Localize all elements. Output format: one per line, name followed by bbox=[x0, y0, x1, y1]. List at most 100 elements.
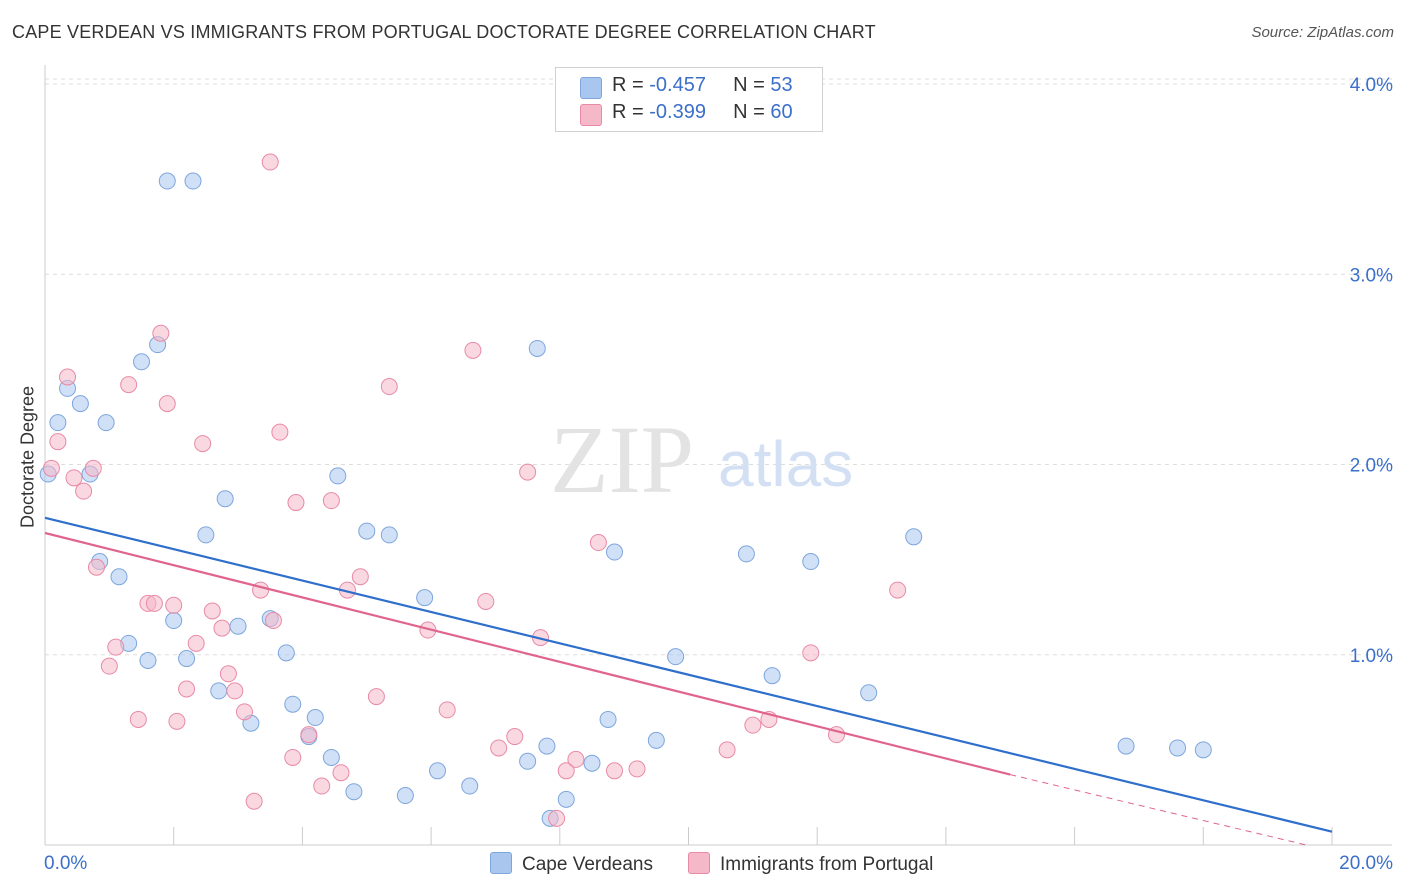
point-portugal bbox=[567, 750, 585, 768]
point-portugal bbox=[744, 716, 762, 734]
point-cape-verdean bbox=[110, 568, 128, 586]
point-portugal bbox=[557, 762, 575, 780]
point-cape-verdean bbox=[737, 545, 755, 563]
y-tick-label: 3.0% bbox=[1350, 265, 1393, 286]
point-cape-verdean bbox=[358, 522, 376, 540]
bottom-legend-portugal: Immigrants from Portugal bbox=[688, 852, 933, 878]
point-portugal bbox=[367, 688, 385, 706]
point-portugal bbox=[129, 710, 147, 728]
point-cape-verdean bbox=[461, 777, 479, 795]
point-portugal bbox=[65, 469, 83, 487]
point-portugal bbox=[271, 423, 289, 441]
point-cape-verdean bbox=[860, 684, 878, 702]
point-portugal bbox=[213, 619, 231, 637]
x-tick-label: 0.0% bbox=[44, 853, 87, 874]
point-cape-verdean bbox=[158, 172, 176, 190]
point-portugal bbox=[59, 368, 77, 386]
point-cape-verdean bbox=[1194, 741, 1212, 759]
point-portugal bbox=[351, 568, 369, 586]
point-portugal bbox=[628, 760, 646, 778]
point-cape-verdean bbox=[380, 526, 398, 544]
source-credit: Source: ZipAtlas.com bbox=[1251, 24, 1394, 41]
point-portugal bbox=[802, 644, 820, 662]
point-portugal bbox=[464, 341, 482, 359]
point-portugal bbox=[165, 596, 183, 614]
point-portugal bbox=[313, 777, 331, 795]
point-portugal bbox=[477, 592, 495, 610]
point-portugal bbox=[84, 459, 102, 477]
point-portugal bbox=[506, 728, 524, 746]
data-points bbox=[39, 153, 1212, 827]
point-portugal bbox=[889, 581, 907, 599]
point-portugal bbox=[145, 594, 163, 612]
point-portugal bbox=[87, 558, 105, 576]
point-portugal bbox=[158, 395, 176, 413]
trend-line-cape-verdean bbox=[44, 516, 1333, 833]
point-cape-verdean bbox=[165, 612, 183, 630]
bottom-legend-label: Immigrants from Portugal bbox=[720, 854, 934, 875]
legend-r-label: R = bbox=[612, 101, 650, 123]
grid-lines bbox=[45, 78, 1392, 656]
point-cape-verdean bbox=[345, 783, 363, 801]
point-portugal bbox=[490, 739, 508, 757]
bottom-legend-cape-verdeans: Cape Verdeans bbox=[490, 852, 653, 878]
axes bbox=[44, 65, 1392, 846]
point-portugal bbox=[264, 612, 282, 630]
legend-n-value: 53 bbox=[770, 74, 793, 96]
point-portugal bbox=[300, 726, 318, 744]
point-cape-verdean bbox=[416, 589, 434, 607]
point-cape-verdean bbox=[802, 553, 820, 571]
point-portugal bbox=[152, 324, 170, 342]
tick-labels: 1.0% 2.0% 3.0% 4.0% 0.0% 20.0% bbox=[44, 75, 1393, 874]
point-portugal bbox=[120, 376, 138, 394]
point-cape-verdean bbox=[322, 748, 340, 766]
point-cape-verdean bbox=[184, 172, 202, 190]
point-cape-verdean bbox=[139, 651, 157, 669]
point-cape-verdean bbox=[647, 731, 665, 749]
point-cape-verdean bbox=[306, 709, 324, 727]
point-portugal bbox=[548, 809, 566, 827]
point-cape-verdean bbox=[210, 682, 228, 700]
watermark-atlas: atlas bbox=[718, 428, 853, 500]
point-cape-verdean bbox=[905, 528, 923, 546]
point-cape-verdean bbox=[557, 790, 575, 808]
point-portugal bbox=[203, 602, 221, 620]
point-cape-verdean bbox=[528, 339, 546, 357]
legend-swatch-pink bbox=[580, 104, 602, 126]
point-cape-verdean bbox=[71, 395, 89, 413]
point-portugal bbox=[75, 482, 93, 500]
legend-r-value: -0.457 bbox=[649, 74, 706, 96]
point-cape-verdean bbox=[178, 650, 196, 668]
trend-line-portugal-extension bbox=[1010, 774, 1307, 846]
point-cape-verdean bbox=[599, 710, 617, 728]
point-portugal bbox=[438, 701, 456, 719]
legend-r-label: R = bbox=[612, 74, 650, 96]
chart-title: CAPE VERDEAN VS IMMIGRANTS FROM PORTUGAL… bbox=[12, 22, 876, 42]
point-cape-verdean bbox=[133, 353, 151, 371]
point-portugal bbox=[332, 764, 350, 782]
legend-n-value: 60 bbox=[770, 101, 793, 123]
trend-line-portugal bbox=[44, 531, 1011, 776]
legend-swatch-blue bbox=[580, 77, 602, 99]
x-tick-label: 20.0% bbox=[1339, 853, 1393, 874]
point-cape-verdean bbox=[667, 648, 685, 666]
point-cape-verdean bbox=[284, 695, 302, 713]
point-portugal bbox=[194, 435, 212, 453]
bottom-legend-swatch-pink bbox=[688, 852, 710, 874]
watermark-zip: ZIP bbox=[550, 406, 694, 513]
point-portugal bbox=[235, 703, 253, 721]
y-axis-label: Doctorate Degree bbox=[17, 385, 38, 529]
point-cape-verdean bbox=[396, 787, 414, 805]
point-cape-verdean bbox=[538, 737, 556, 755]
bottom-legend-swatch-blue bbox=[490, 852, 512, 874]
legend-n-label: N = bbox=[733, 101, 771, 123]
point-cape-verdean bbox=[763, 667, 781, 685]
point-portugal bbox=[187, 634, 205, 652]
point-portugal bbox=[100, 657, 118, 675]
point-portugal bbox=[107, 638, 125, 656]
point-portugal bbox=[718, 741, 736, 759]
point-cape-verdean bbox=[1117, 737, 1135, 755]
point-portugal bbox=[245, 792, 263, 810]
legend-n-label: N = bbox=[733, 74, 771, 96]
point-portugal bbox=[178, 680, 196, 698]
